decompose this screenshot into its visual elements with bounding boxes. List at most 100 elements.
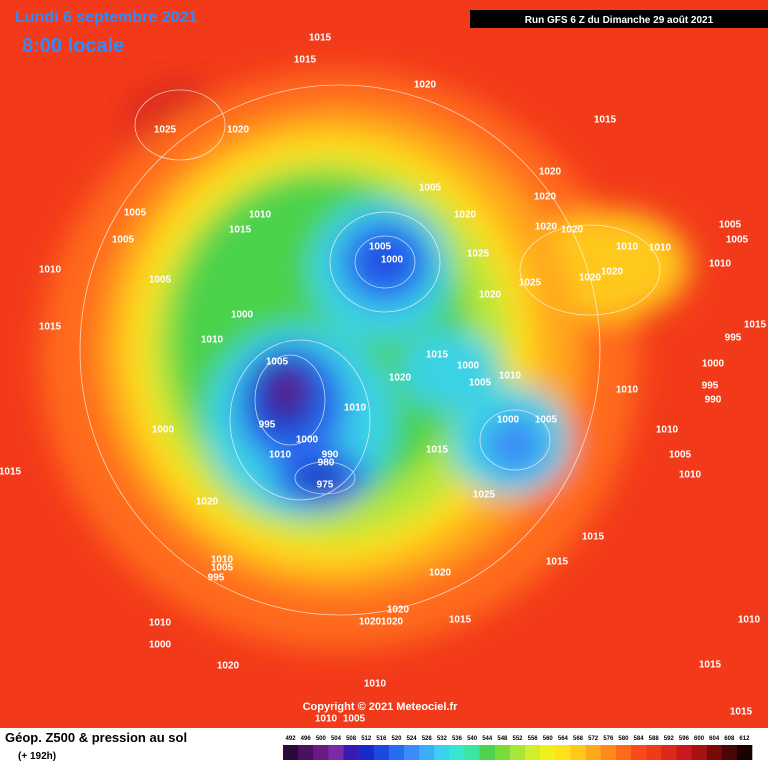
pressure-label: 980 [318,458,335,469]
pressure-label: 1010 [249,210,272,221]
colorbar-swatch [736,745,753,760]
pressure-label: 1005 [124,208,147,219]
colorbar-label: 568 [573,736,584,742]
colorbar-label: 528 [422,736,433,742]
pressure-label: 1015 [39,322,62,333]
colorbar-swatch [646,745,662,760]
pressure-label: 1000 [152,425,175,436]
colorbar-label: 612 [739,736,750,742]
pressure-labels: 1015 1015 1020 1025 1020 1015 1020 1020 1005 1020… [0,33,767,725]
pressure-label: 1005 [535,415,558,426]
pressure-label: 1000 [149,640,172,651]
pressure-label: 1015 [582,532,605,543]
pressure-label: 1010 [269,450,292,461]
colorbar-swatch [313,745,329,760]
colorbar-swatch [464,745,480,760]
pressure-label: 1015 [229,225,252,236]
pressure-label: 1005 [669,450,692,461]
pressure-label: 1010 [656,425,679,436]
pressure-label: 1015 [294,55,317,66]
pressure-label: 1015 [594,115,617,126]
pressure-label: 1015 [426,350,449,361]
pressure-label: 1015 [309,33,332,44]
pressure-label: 1010 [364,679,387,690]
pressure-label: 975 [317,480,334,491]
colorbar-swatch [509,745,526,760]
colorbar-label: 552 [512,736,523,742]
colorbar-label: 512 [361,736,372,742]
pressure-label: 1005 [419,183,442,194]
pressure-label: 1010 [679,470,702,481]
colorbar: 492 496 500 504 508 512 516 520 524 528 532 536 540 5… [283,736,753,760]
isobars [79,84,661,616]
pressure-label: 1025 [467,249,490,260]
colorbar-label: 560 [543,736,554,742]
colorbar-swatch [479,745,496,760]
pressure-label: 1005 [369,242,392,253]
pressure-label: 1025 [519,278,542,289]
run-info: Run GFS 6 Z du Dimanche 29 août 2021 [525,15,714,26]
pressure-label: 995 [702,381,719,392]
colorbar-swatch [328,745,344,760]
colorbar-swatch [388,745,405,760]
pressure-label: 1010 [149,618,172,629]
pressure-label: 1025 [473,490,496,501]
colorbar-swatch [494,745,511,760]
pressure-label: 1020 [196,497,219,508]
colorbar-swatch [570,745,586,760]
pressure-label: 1000 [702,359,725,370]
colorbar-swatch [615,745,632,760]
pressure-label: 1010 [616,242,639,253]
pressure-label: 1010 [709,259,732,270]
colorbar-label: 508 [346,736,357,742]
pressure-label: 1020 [227,125,250,136]
pressure-label: 1010 [616,385,639,396]
colorbar-label: 572 [588,736,599,742]
colorbar-label: 536 [452,736,463,742]
footer-title: Géop. Z500 & pression au sol [5,730,187,745]
pressure-label: 1000 [457,361,480,372]
colorbar-swatch [419,745,435,760]
colorbar-label: 608 [724,736,735,742]
pressure-label: 1005 [726,235,749,246]
pressure-label: 1010 [201,335,224,346]
map: 1015 1015 1020 1025 1020 1015 1020 1020 1005 1020… [0,0,768,728]
colorbar-label: 596 [679,736,690,742]
pressure-label: 1020 [535,222,558,233]
pressure-label: 1010 [649,243,672,254]
pressure-label: 1025 [154,125,177,136]
pressure-label: 1005 [149,275,172,286]
pressure-label: 1000 [381,255,404,266]
run-box [470,10,768,28]
pressure-label: 1020 [414,80,437,91]
colorbar-swatch [691,745,707,760]
pressure-label: 1020 [479,290,502,301]
colorbar-swatch [555,745,571,760]
colorbar-swatch [434,745,450,760]
colorbar-label: 580 [618,736,629,742]
colorbar-label: 604 [709,736,720,742]
pressure-label: 1005 [343,714,366,725]
pressure-label: 1020 [429,568,452,579]
pressure-label: 1010 [499,371,522,382]
colorbar-label: 592 [664,736,675,742]
height-field [40,70,690,650]
colorbar-swatch [540,745,556,760]
colorbar-label: 496 [301,736,312,742]
pressure-label: 1020 [217,661,240,672]
colorbar-label: 544 [482,736,493,742]
colorbar-label: 500 [316,736,327,742]
pressure-label: 990 [322,450,339,461]
colorbar-swatch [298,745,314,760]
colorbar-label: 588 [649,736,660,742]
pressure-label: 1020 [601,267,624,278]
colorbar-swatch [585,745,602,760]
colorbar-swatch [373,745,390,760]
colorbar-label: 492 [286,736,297,742]
pressure-label: 1020 [381,617,404,628]
pressure-label: 1020 [454,210,477,221]
time: 8:00 locale [22,35,124,57]
pressure-label: 1010 [211,555,234,566]
pressure-label: 990 [705,395,722,406]
